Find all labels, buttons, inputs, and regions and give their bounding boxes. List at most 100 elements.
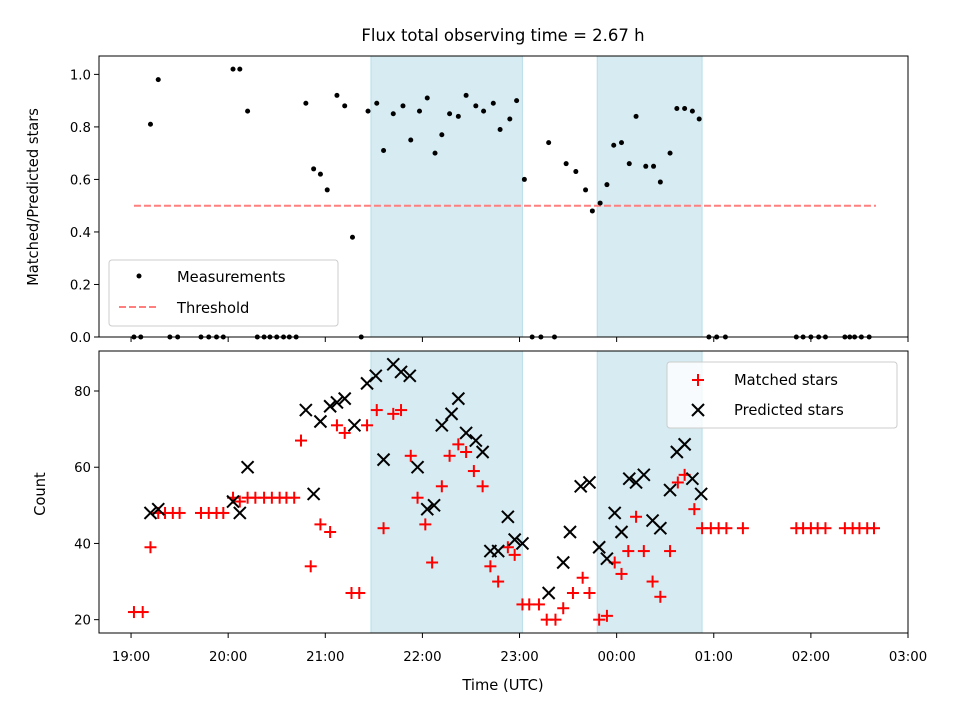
measurement-point — [447, 111, 453, 117]
predicted-star-point — [306, 487, 321, 501]
measurement-point — [597, 200, 603, 206]
predicted-star-point — [323, 399, 337, 413]
predicted-star-point — [563, 525, 577, 539]
predicted-star-point — [637, 468, 651, 482]
measurement-point — [303, 100, 309, 106]
predicted-star-point — [459, 426, 473, 440]
measurement-point — [147, 121, 153, 127]
measurement-point — [651, 163, 657, 169]
x-tick-label: 21:00 — [306, 650, 344, 665]
y-tick-label: 0.4 — [70, 226, 91, 241]
predicted-star-point — [410, 460, 425, 474]
predicted-star-point — [556, 555, 570, 570]
bottom-axes-frame — [98, 350, 909, 634]
matched-star-point — [484, 560, 497, 573]
measurement-point — [589, 208, 595, 214]
matched-star-point — [492, 575, 505, 588]
predicted-star-point — [330, 395, 344, 410]
measurement-point — [432, 150, 438, 156]
measurement-point — [667, 150, 673, 156]
measurement-point — [514, 98, 520, 104]
matched-star-point — [549, 613, 562, 626]
matched-star-point — [217, 506, 230, 519]
matched-star-point — [452, 438, 465, 451]
bottom-y-ticks: 20 40 60 80 — [74, 385, 99, 629]
predicted-star-point — [501, 510, 515, 524]
matched-star-point — [426, 556, 439, 569]
predicted-star-point — [394, 365, 408, 379]
top-legend: Measurements Threshold — [108, 259, 339, 327]
measurement-point — [497, 127, 503, 133]
predicted-star-point — [403, 369, 417, 383]
measurement-point — [381, 148, 387, 154]
predicted-star-point — [541, 586, 556, 600]
measurement-point — [334, 92, 340, 98]
measurement-point — [604, 182, 610, 188]
predicted-star-point — [299, 403, 313, 417]
measurement-point — [507, 116, 513, 122]
matched-star-point — [404, 449, 417, 462]
x-tick-label: 02:00 — [792, 650, 830, 665]
measurement-point — [311, 166, 317, 172]
matched-star-point — [395, 404, 408, 417]
x-tick-label: 01:00 — [695, 650, 733, 665]
measurement-point — [324, 187, 330, 193]
measurement-point — [365, 108, 371, 114]
measurement-point — [611, 142, 617, 148]
predicted-star-point — [694, 487, 708, 501]
measurement-point — [424, 95, 430, 101]
measurement-point — [342, 103, 348, 109]
top-legend-box — [108, 259, 339, 327]
measurement-point — [349, 234, 355, 240]
matched-star-point — [593, 613, 606, 626]
shaded-region — [370, 350, 523, 634]
predicted-star-point — [313, 414, 328, 429]
matched-star-point — [508, 548, 521, 561]
predicted-star-point — [574, 479, 588, 493]
bottom-y-axis-label: Count — [32, 472, 49, 516]
measurement-point — [463, 92, 469, 98]
x-tick-label: 03:00 — [889, 650, 927, 665]
predicted-stars-points — [143, 357, 708, 600]
measurement-point — [643, 163, 649, 169]
measurement-point — [317, 171, 323, 177]
predicted-star-point — [653, 521, 668, 535]
matched-star-point — [566, 586, 579, 599]
matched-star-point — [476, 480, 489, 493]
legend-matched-label: Matched stars — [734, 372, 838, 389]
matched-star-point — [338, 426, 351, 439]
measurement-point — [583, 187, 589, 193]
predicted-star-point — [614, 525, 629, 539]
matched-star-point — [615, 567, 628, 580]
y-tick-label: 20 — [74, 614, 91, 629]
measurement-point — [230, 66, 236, 72]
measurement-point — [155, 77, 161, 83]
measurement-point — [689, 108, 695, 114]
matched-star-point — [324, 526, 337, 539]
measurement-point — [682, 106, 688, 112]
predicted-star-point — [435, 418, 449, 433]
matched-star-point — [583, 586, 596, 599]
matched-star-point — [233, 495, 246, 508]
bottom-panel: 20 40 60 80 19:00 20:00 21:00 22:00 23:00 00:00 0… — [32, 350, 927, 694]
y-tick-label: 0.6 — [70, 173, 91, 188]
predicted-star-point — [491, 544, 505, 558]
measurement-point — [473, 103, 479, 109]
measurement-point — [521, 176, 527, 182]
matched-star-point — [419, 518, 432, 531]
matched-star-point — [295, 434, 308, 447]
predicted-star-point — [475, 445, 490, 459]
matched-star-point — [136, 606, 149, 619]
predicted-star-point — [677, 437, 692, 452]
top-x-ticks — [130, 337, 909, 342]
legend-measurements-label: Measurements — [177, 269, 286, 286]
bottom-legend: Matched stars Predicted stars — [666, 361, 898, 429]
matched-star-point — [630, 510, 643, 523]
matched-star-point — [467, 465, 480, 478]
measurement-point — [237, 66, 243, 72]
x-axis-label: Time (UTC) — [461, 677, 543, 694]
predicted-star-point — [582, 475, 597, 490]
predicted-star-point — [451, 391, 466, 406]
predicted-star-point — [369, 369, 383, 383]
measurement-point — [439, 132, 445, 138]
